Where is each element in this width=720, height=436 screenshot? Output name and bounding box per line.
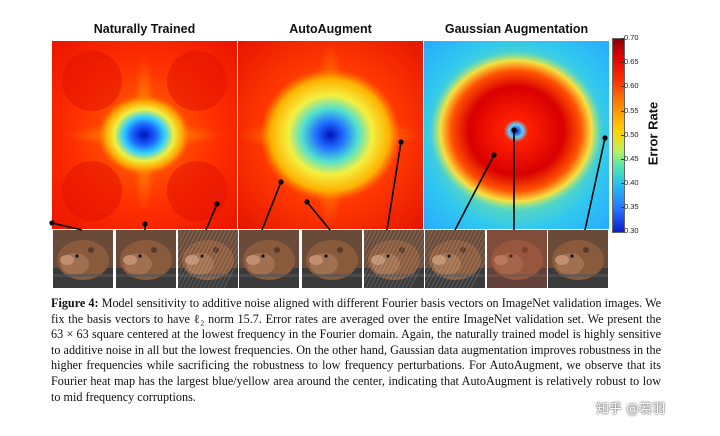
heatmap-autoaugment [238, 41, 423, 229]
beaver-thumbnail [239, 230, 299, 288]
beaver-thumbnail [364, 230, 424, 288]
colorbar-tick: 0.65 [621, 57, 639, 66]
watermark: 知乎 @若羽 [596, 402, 666, 417]
colorbar-tick: 0.30 [621, 226, 639, 235]
panel-title-autoaugment: AutoAugment [289, 22, 372, 36]
figure-label: Figure 4: [51, 296, 99, 310]
caption-line: validation set. We present the 63 × 63 s… [51, 311, 662, 342]
beaver-thumbnail [178, 230, 238, 288]
panel-title-naturally-trained: Naturally Trained [93, 22, 196, 36]
colorbar-tick: 0.40 [621, 178, 639, 187]
figure-caption: Figure 4: Model sensitivity to additive … [51, 296, 661, 405]
caption-line: area around the center, indicating that … [51, 373, 662, 404]
caption-line: low frequency perturbations. For AutoAug… [51, 358, 662, 388]
colorbar-tick: 0.55 [621, 106, 639, 115]
colorbar-tick: 0.70 [621, 33, 639, 42]
beaver-thumbnail [425, 230, 485, 288]
beaver-thumbnail [487, 230, 547, 288]
beaver-thumbnail [116, 230, 176, 288]
colorbar-tick: 0.60 [621, 81, 639, 90]
caption-line: naturally trained model is highly sensit… [51, 327, 661, 357]
heatmap-naturally-trained [52, 41, 237, 229]
colorbar [612, 38, 625, 233]
panel-title-gaussian-augmentation: Gaussian Augmentation [444, 22, 589, 36]
colorbar-tick: 0.45 [621, 154, 639, 163]
beaver-thumbnail [548, 230, 608, 288]
caption-line: Gaussian data augmentation improves robu… [51, 342, 662, 373]
colorbar-tick: 0.35 [621, 202, 639, 211]
beaver-thumbnail [302, 230, 362, 288]
caption-line: Model sensitivity to additive noise alig… [101, 296, 602, 310]
caption-line: images. We fix the basis vectors to have… [51, 296, 662, 326]
colorbar-tick: 0.50 [621, 130, 639, 139]
beaver-thumbnail [53, 230, 113, 288]
